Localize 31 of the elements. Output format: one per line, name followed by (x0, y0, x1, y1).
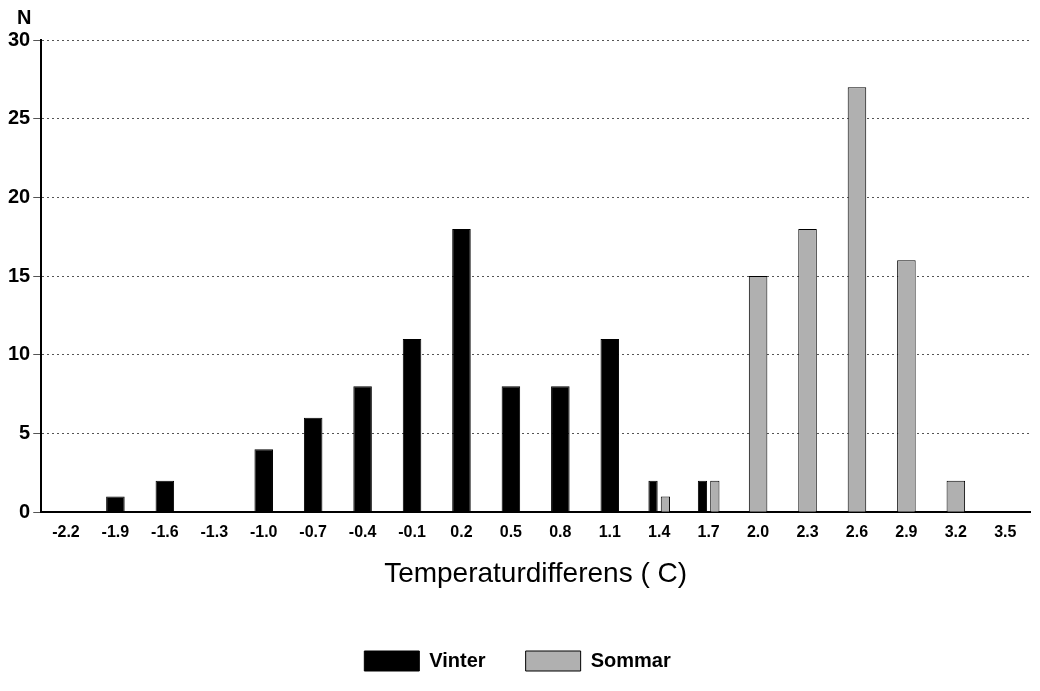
x-tick-label: -0.7 (299, 523, 328, 541)
x-tick-label: 3.5 (994, 523, 1017, 541)
y-tick-label: 30 (8, 27, 31, 50)
x-axis-title: Temperaturdifferens ( C) (384, 556, 688, 588)
x-tick-label: 1.7 (697, 523, 720, 541)
y-tick-label: 20 (8, 184, 31, 207)
y-tick-label: 5 (19, 421, 31, 444)
x-tick-label: -1.6 (151, 523, 179, 541)
y-axis-title: N (17, 5, 32, 28)
x-tick-label: -1.0 (249, 523, 278, 541)
x-tick-label: 2.6 (845, 523, 869, 541)
x-tick-label: -1.9 (101, 523, 130, 541)
x-tick-label: 1.1 (598, 523, 621, 541)
y-tick-label: 10 (8, 342, 31, 365)
x-tick-label: 0.2 (450, 523, 473, 541)
y-tick-label: 0 (19, 499, 31, 522)
x-tick-label: -2.2 (52, 523, 80, 541)
x-tick-label: 1.4 (648, 523, 671, 541)
x-tick-label: -1.3 (200, 523, 229, 541)
x-tick-label: 0.8 (549, 523, 572, 541)
x-tick-label: -0.1 (398, 523, 426, 541)
legend-label: Sommar (590, 648, 671, 671)
x-tick-label: 2.3 (796, 523, 819, 541)
x-tick-label: 2.9 (895, 523, 918, 541)
y-tick-label: 15 (8, 263, 31, 286)
x-tick-label: -0.4 (348, 523, 377, 541)
legend-label: Vinter (429, 648, 486, 671)
y-tick-label: 25 (8, 106, 31, 129)
x-tick-label: 0.5 (499, 523, 523, 541)
x-tick-label: 3.2 (944, 523, 968, 541)
x-tick-label: 2.0 (746, 523, 770, 541)
